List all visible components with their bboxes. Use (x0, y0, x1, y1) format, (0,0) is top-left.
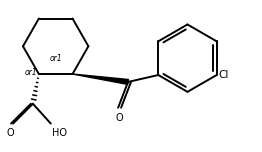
Text: or1: or1 (49, 54, 62, 63)
Text: or1: or1 (24, 67, 37, 77)
Polygon shape (73, 74, 128, 84)
Text: Cl: Cl (219, 70, 229, 80)
Text: O: O (6, 128, 14, 138)
Text: HO: HO (52, 128, 67, 138)
Text: O: O (115, 113, 123, 123)
